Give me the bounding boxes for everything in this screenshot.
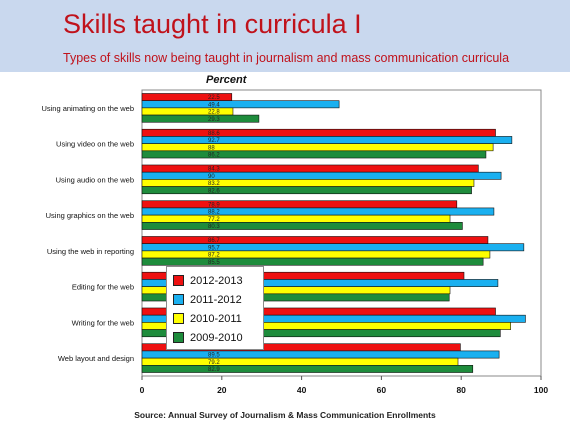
category-label: Using video on the web (56, 140, 134, 149)
bar (141, 100, 340, 109)
bar (141, 207, 495, 216)
bar (141, 186, 472, 195)
data-label: 86.7 (208, 238, 220, 244)
bar (141, 365, 474, 373)
legend-item-2010-2011: 2010-2011 (173, 309, 257, 328)
legend-swatch (173, 313, 184, 324)
data-label: 83.2 (208, 181, 220, 187)
bar (141, 214, 451, 223)
bar (141, 114, 260, 123)
legend-label: 2010-2011 (190, 312, 242, 325)
data-label: 49.4 (208, 102, 220, 108)
category-label: Web layout and design (58, 354, 134, 363)
bar (141, 136, 513, 144)
bar (141, 357, 459, 366)
bar (141, 243, 525, 252)
data-label: 78.9 (208, 202, 220, 208)
x-tick-label: 100 (534, 385, 548, 395)
data-label: 84.3 (208, 167, 220, 173)
data-label: 82.6 (208, 188, 220, 194)
bar (141, 250, 491, 259)
bar (141, 143, 494, 152)
category-label: Using animating on the web (41, 104, 134, 113)
page-title: Skills taught in curricula I (63, 9, 362, 39)
data-label: 95.7 (208, 245, 220, 251)
data-label: 88 (208, 145, 215, 151)
x-tick-label: 20 (217, 385, 227, 395)
legend-label: 2009-2010 (190, 331, 243, 344)
data-label: 90 (208, 174, 215, 180)
bar (141, 179, 475, 187)
data-label: 77.2 (208, 217, 220, 223)
bar (141, 128, 496, 137)
page-subtitle: Types of skills now being taught in jour… (63, 51, 510, 65)
data-label: 85.5 (208, 260, 220, 266)
bar (141, 200, 458, 209)
category-label: Writing for the web (72, 318, 134, 327)
legend-item-2011-2012: 2011-2012 (173, 290, 257, 309)
data-label: 87.2 (208, 253, 220, 259)
x-tick-label: 80 (456, 385, 466, 395)
legend-swatch (173, 332, 184, 343)
legend-swatch (173, 294, 184, 305)
category-label: Using the web in reporting (47, 247, 134, 256)
unit-label: Percent (206, 74, 247, 86)
data-label: 22.5 (208, 95, 220, 101)
data-label: 80.3 (208, 224, 220, 230)
data-label: 79.2 (208, 360, 220, 366)
x-tick-label: 0 (140, 385, 145, 395)
legend-swatch (173, 275, 184, 286)
bar (141, 293, 450, 302)
x-tick-label: 60 (377, 385, 387, 395)
data-label: 29.3 (208, 117, 220, 123)
category-label: Using graphics on the web (46, 211, 134, 220)
legend-item-2009-2010: 2009-2010 (173, 328, 257, 347)
category-label: Using audio on the web (56, 175, 134, 184)
bar (141, 164, 479, 173)
bar (141, 150, 487, 159)
bar (141, 350, 500, 359)
legend-item-2012-2013: 2012-2013 (173, 271, 257, 290)
chart-legend: 2012-2013 2011-2012 2010-2011 2009-2010 (166, 266, 264, 350)
data-label: 92.7 (208, 138, 220, 144)
source-note: Source: Annual Survey of Journalism & Ma… (134, 410, 436, 420)
legend-label: 2012-2013 (190, 274, 243, 287)
data-label: 88.2 (208, 210, 220, 216)
data-label: 22.8 (208, 110, 220, 116)
category-label: Editing for the web (72, 283, 134, 292)
bar (141, 329, 501, 338)
data-label: 82.9 (208, 367, 220, 373)
legend-label: 2011-2012 (190, 293, 242, 306)
data-label: 88.6 (208, 131, 220, 137)
bar (141, 257, 484, 266)
x-tick-label: 40 (297, 385, 307, 395)
data-label: 86.2 (208, 153, 220, 159)
bar (141, 171, 502, 180)
bar (141, 236, 489, 244)
data-label: 89.5 (208, 353, 220, 359)
bar (141, 222, 463, 230)
